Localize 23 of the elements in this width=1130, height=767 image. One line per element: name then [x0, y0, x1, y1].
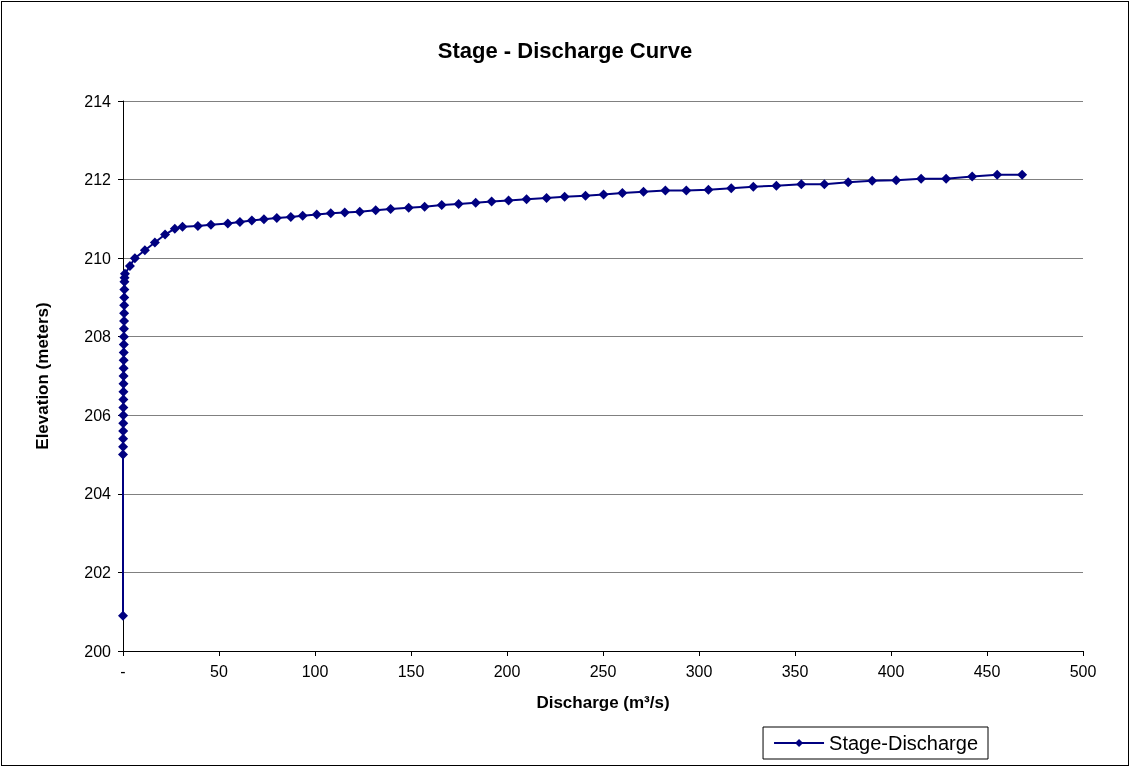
x-tick-label: 350: [781, 662, 809, 680]
x-tick-label: 100: [301, 662, 329, 680]
y-tick-label: 214: [84, 92, 112, 110]
x-tick-label: 450: [973, 662, 1001, 680]
x-tick-label: 200: [493, 662, 521, 680]
y-tick-label: 202: [84, 563, 112, 581]
x-tick-label: 150: [397, 662, 425, 680]
y-tick-label: 208: [84, 328, 112, 346]
x-tick-label: 400: [877, 662, 905, 680]
x-tick-label: -: [120, 662, 126, 680]
y-axis-title: Elevation (meters): [33, 302, 52, 450]
x-tick-label: 250: [589, 662, 617, 680]
legend-label: Stage-Discharge: [829, 732, 978, 754]
y-tick-label: 210: [84, 249, 112, 267]
y-tick-label: 206: [84, 406, 112, 424]
y-tick-label: 204: [84, 485, 112, 503]
x-tick-label: 300: [685, 662, 713, 680]
y-tick-label: 212: [84, 171, 112, 189]
y-tick-label: 200: [84, 642, 112, 660]
chart-title: Stage - Discharge Curve: [437, 37, 693, 63]
x-axis-title: Discharge (m³/s): [536, 693, 670, 712]
x-tick-label: 500: [1069, 662, 1097, 680]
x-tick-label: 50: [210, 662, 228, 680]
